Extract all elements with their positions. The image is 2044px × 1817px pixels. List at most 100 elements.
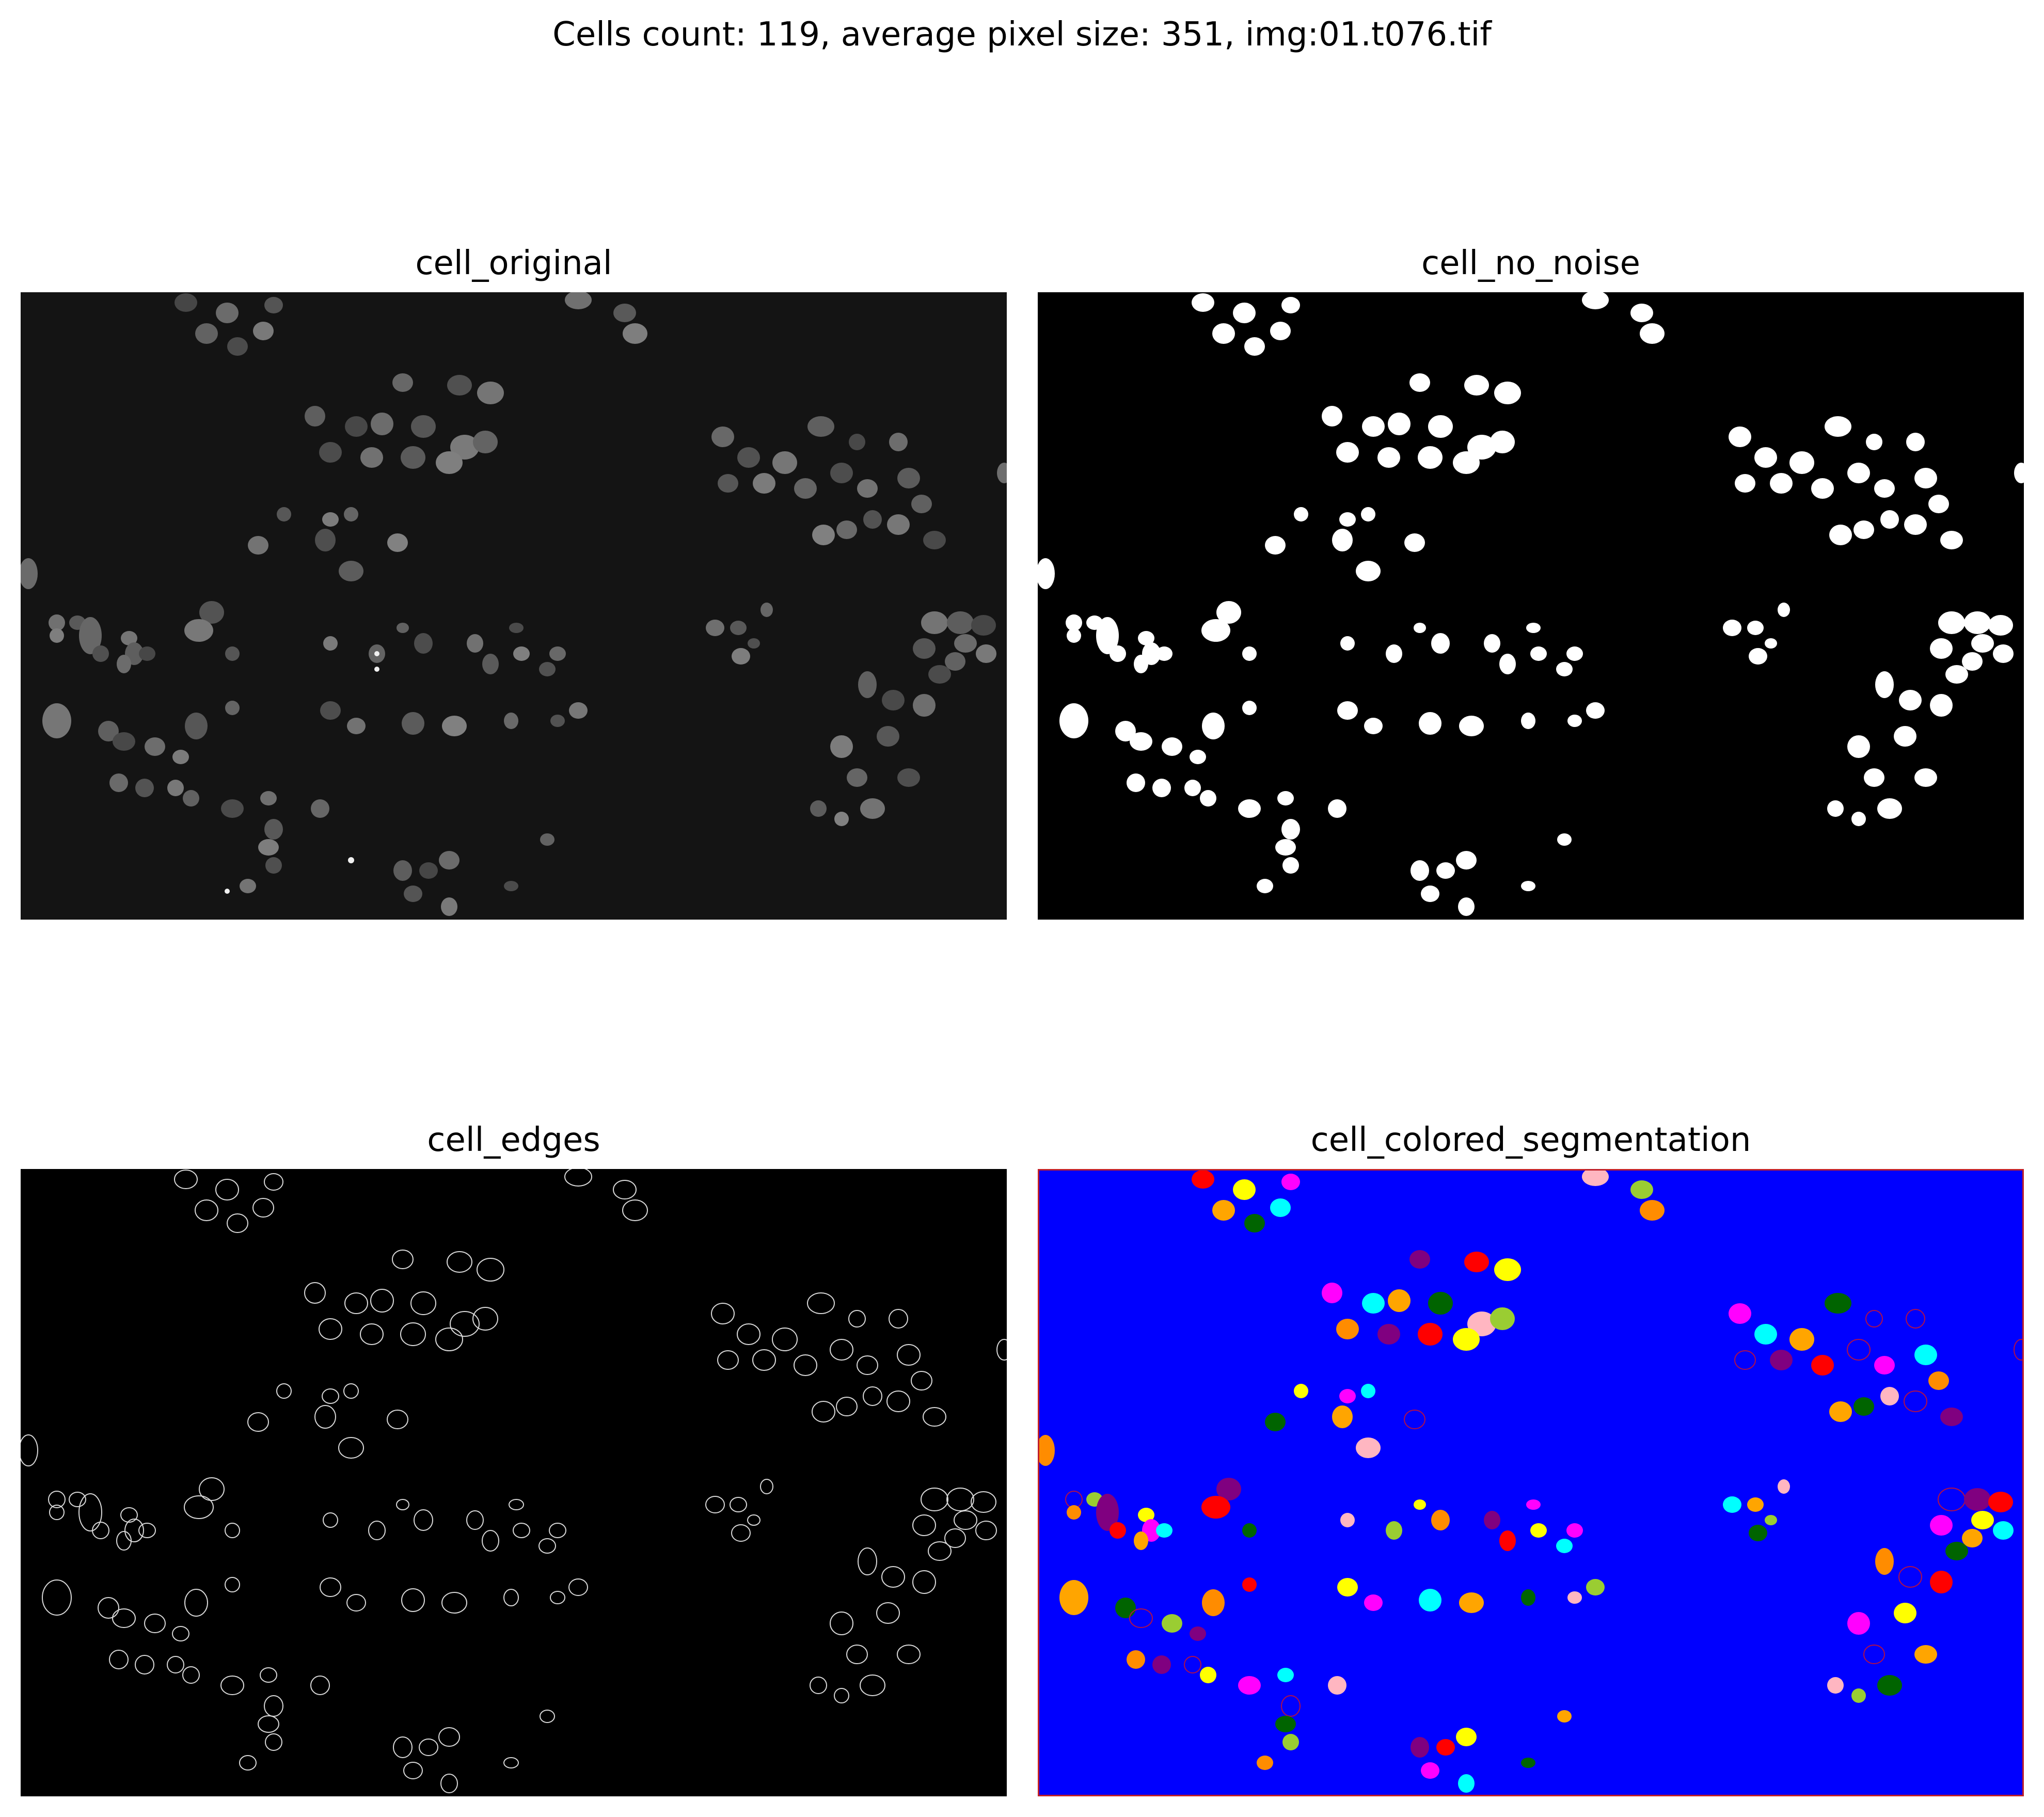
nucleus-edge — [550, 1591, 565, 1604]
binary-nucleus — [1467, 435, 1496, 460]
original-nucleus — [613, 304, 636, 322]
original-nucleus — [882, 690, 905, 710]
original-nucleus — [322, 512, 339, 527]
panel-title-original: cell_original — [415, 244, 612, 282]
binary-nucleus — [1096, 617, 1119, 654]
segment-region — [1928, 1371, 1949, 1390]
nucleus-edge — [109, 1650, 129, 1669]
original-nucleus — [183, 790, 199, 807]
original-nucleus — [49, 614, 65, 631]
edges-background — [21, 1169, 1007, 1796]
nucleus-edge — [220, 1676, 244, 1695]
binary-nucleus — [1361, 507, 1375, 522]
binary-nucleus — [1212, 323, 1235, 344]
binary-nucleus — [1894, 726, 1916, 747]
binary-nucleus — [1556, 662, 1573, 676]
segment-region — [1567, 1591, 1582, 1604]
binary-nucleus — [1880, 510, 1899, 529]
original-nucleus — [175, 293, 197, 312]
nucleus-edge — [863, 1386, 882, 1406]
original-nucleus — [889, 433, 908, 451]
segment-region — [1411, 1737, 1429, 1758]
nucleus-edge — [807, 1292, 835, 1314]
nucleus-edge — [323, 1512, 338, 1528]
binary-nucleus — [1962, 652, 1983, 671]
original-nucleus — [109, 773, 128, 792]
segment-region — [1459, 1592, 1484, 1613]
segment-region — [1847, 1612, 1870, 1635]
original-nucleus — [42, 703, 71, 738]
nucleus-edge — [830, 1339, 853, 1361]
nucleus-edge — [912, 1570, 936, 1594]
nucleus-edge — [239, 1755, 257, 1771]
binary-nucleus — [1282, 857, 1299, 874]
segment-region — [1582, 1169, 1609, 1186]
nucleus-edge — [731, 1524, 751, 1542]
binary-nucleus — [1789, 451, 1814, 474]
segment-region — [1428, 1292, 1453, 1315]
nucleus-edge — [393, 1736, 413, 1758]
original-nucleus — [718, 474, 738, 493]
binary-nucleus — [1770, 473, 1793, 494]
binary-nucleus — [1059, 703, 1088, 738]
nucleus-edge — [346, 1594, 366, 1611]
original-nucleus — [540, 833, 554, 846]
segment-region — [1993, 1521, 2014, 1540]
panel-title-no-noise: cell_no_noise — [1421, 244, 1641, 282]
original-nucleus — [913, 638, 936, 659]
segment-region — [1851, 1688, 1866, 1703]
segment-region — [1059, 1580, 1088, 1615]
segment-region — [1233, 1179, 1256, 1200]
binary-nucleus — [1294, 507, 1308, 522]
nucleus-edge — [441, 1592, 467, 1614]
nucleus-edge — [737, 1323, 760, 1345]
binary-nucleus — [1566, 646, 1583, 661]
segment-region — [1877, 1675, 1902, 1696]
binary-nucleus — [1526, 623, 1541, 633]
binary-nucleus — [1192, 293, 1214, 312]
nucleus-edge — [344, 1292, 368, 1314]
original-nucleus — [315, 529, 336, 551]
segment-region — [1723, 1496, 1741, 1513]
nucleus-edge — [392, 1250, 414, 1269]
nucleus-edge — [138, 1523, 156, 1538]
nucleus-edge — [112, 1608, 136, 1628]
panel-cell-edges: cell_edges — [21, 1119, 1007, 1796]
segment-region — [1361, 1384, 1375, 1398]
original-nucleus — [858, 671, 877, 698]
binary-nucleus — [1899, 690, 1922, 710]
segment-outline — [1734, 1350, 1756, 1370]
original-nucleus — [947, 611, 974, 634]
binary-nucleus — [1877, 798, 1902, 819]
nucleus-edge — [747, 1514, 760, 1526]
nucleus-edge — [912, 1514, 936, 1536]
original-nucleus — [847, 768, 867, 787]
segment-region — [1765, 1515, 1777, 1525]
binary-nucleus — [1825, 416, 1851, 437]
original-nucleus — [477, 382, 504, 404]
binary-nucleus — [1242, 701, 1257, 715]
binary-nucleus — [1336, 442, 1359, 463]
binary-nucleus — [1456, 851, 1477, 870]
nucleus-edge — [568, 1578, 588, 1596]
segment-region — [1811, 1355, 1834, 1376]
segment-region — [1458, 1774, 1475, 1793]
original-nucleus — [810, 800, 827, 817]
original-nucleus — [812, 525, 835, 545]
binary-nucleus — [1521, 713, 1535, 729]
original-nucleus — [145, 737, 165, 756]
original-nucleus — [248, 536, 268, 555]
segment-region — [1914, 1645, 1937, 1664]
nucleus-edge — [120, 1507, 138, 1523]
original-nucleus — [976, 644, 996, 663]
nucleus-edge — [503, 1757, 519, 1768]
segment-region — [1322, 1283, 1342, 1303]
segment-region — [1340, 1513, 1355, 1527]
original-nucleus — [139, 646, 155, 661]
original-nucleus — [928, 665, 951, 684]
binary-nucleus — [1458, 897, 1475, 916]
nucleus-edge — [225, 1577, 240, 1592]
original-nucleus — [997, 463, 1007, 483]
panel-title-edges: cell_edges — [427, 1121, 600, 1159]
nucleus-edge — [564, 1169, 592, 1187]
